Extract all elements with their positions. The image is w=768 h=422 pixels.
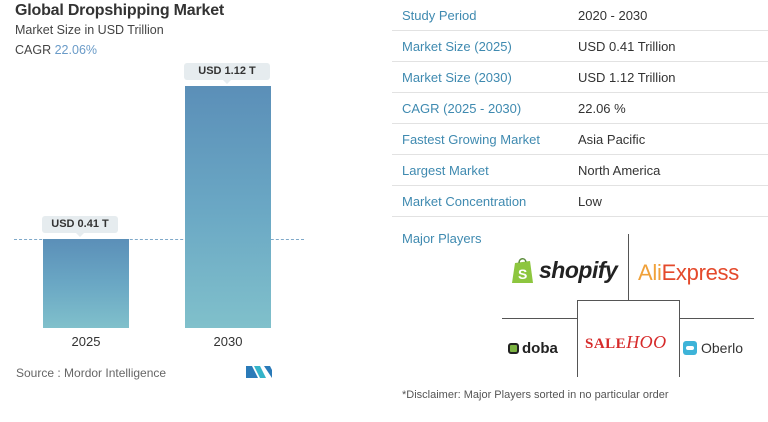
shopify-logo: S shopify bbox=[511, 257, 618, 284]
row-value: 22.06 % bbox=[578, 101, 626, 116]
doba-logo: doba bbox=[508, 340, 558, 357]
salehoo-logo: SALEHOO bbox=[585, 332, 667, 352]
row-key: Fastest Growing Market bbox=[402, 132, 540, 147]
row-value: USD 1.12 Trillion bbox=[578, 70, 676, 85]
cagr-label: CAGR bbox=[15, 43, 52, 57]
bar-label-2025: USD 0.41 T bbox=[42, 216, 118, 237]
table-row: Market Concentration Low bbox=[392, 186, 768, 217]
row-key: Market Size (2030) bbox=[402, 70, 512, 85]
row-value: 2020 - 2030 bbox=[578, 8, 648, 23]
row-value: Asia Pacific bbox=[578, 132, 646, 147]
players-divider bbox=[628, 234, 629, 300]
row-key: CAGR (2025 - 2030) bbox=[402, 101, 522, 116]
row-value: Low bbox=[578, 194, 602, 209]
aliexpress-logo: AliExpress bbox=[638, 260, 739, 285]
oberlo-square-icon bbox=[683, 341, 697, 355]
row-key: Largest Market bbox=[402, 163, 489, 178]
row-value: North America bbox=[578, 163, 661, 178]
shopify-bag-icon: S bbox=[512, 258, 533, 283]
players-divider bbox=[679, 300, 680, 377]
table-row: CAGR (2025 - 2030) 22.06 % bbox=[392, 93, 768, 124]
table-row: Largest Market North America bbox=[392, 155, 768, 186]
row-value: USD 0.41 Trillion bbox=[578, 39, 676, 54]
disclaimer-text: *Disclaimer: Major Players sorted in no … bbox=[402, 389, 669, 401]
bar-2025 bbox=[43, 239, 129, 328]
bar-label-2030: USD 1.12 T bbox=[184, 63, 270, 84]
table-row: Study Period 2020 - 2030 bbox=[392, 0, 768, 31]
oberlo-logo: Oberlo bbox=[683, 340, 743, 356]
cagr-text: CAGR 22.06% bbox=[15, 43, 97, 57]
cagr-value: 22.06% bbox=[54, 43, 98, 57]
players-divider bbox=[577, 300, 679, 301]
x-label-2025: 2025 bbox=[71, 334, 101, 349]
row-key: Study Period bbox=[402, 8, 477, 23]
players-divider bbox=[679, 318, 754, 319]
mordor-intelligence-logo-icon bbox=[246, 366, 272, 378]
major-players-label: Major Players bbox=[402, 231, 482, 246]
row-key: Market Concentration bbox=[402, 194, 527, 209]
players-divider bbox=[502, 318, 577, 319]
row-key: Market Size (2025) bbox=[402, 39, 512, 54]
table-row: Market Size (2030) USD 1.12 Trillion bbox=[392, 62, 768, 93]
source-text: Source : Mordor Intelligence bbox=[16, 366, 167, 380]
chart-subtitle: Market Size in USD Trillion bbox=[15, 23, 164, 37]
players-divider bbox=[577, 300, 578, 377]
table-row: Fastest Growing Market Asia Pacific bbox=[392, 124, 768, 155]
market-info-table: Study Period 2020 - 2030 Market Size (20… bbox=[392, 0, 768, 217]
bar-2030 bbox=[185, 86, 271, 328]
chart-title: Global Dropshipping Market bbox=[15, 2, 225, 19]
shopify-text: shopify bbox=[539, 257, 618, 283]
table-row: Market Size (2025) USD 0.41 Trillion bbox=[392, 31, 768, 62]
x-label-2030: 2030 bbox=[213, 334, 243, 349]
doba-square-icon bbox=[508, 343, 519, 354]
reference-dashed-line bbox=[14, 239, 304, 240]
svg-text:S: S bbox=[518, 266, 527, 282]
